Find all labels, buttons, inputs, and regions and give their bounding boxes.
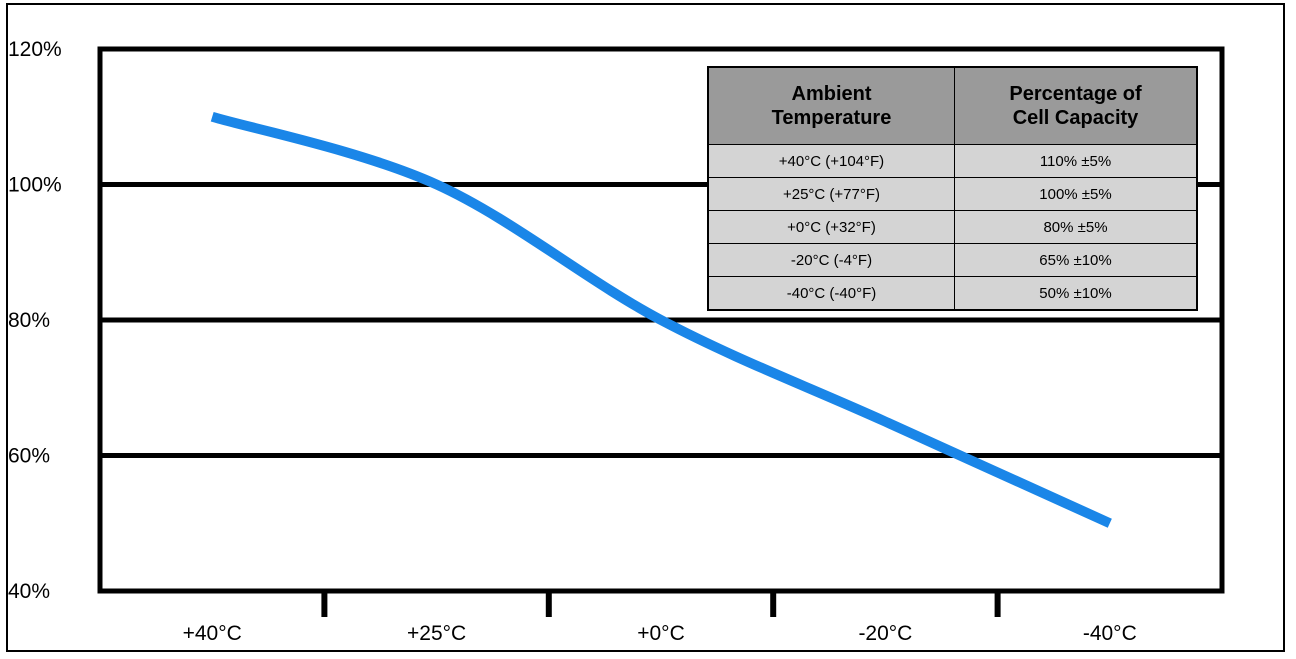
- table-header-ambient-temperature: Ambient Temperature: [707, 66, 955, 145]
- y-tick-label: 80%: [8, 309, 50, 332]
- capacity-cell: 65% ±10%: [954, 243, 1198, 277]
- capacity-cell: 110% ±5%: [954, 144, 1198, 178]
- table-row: +40°C (+104°F) 110% ±5%: [707, 144, 1198, 178]
- y-axis-ticks: 120% 100% 80% 60% 40%: [8, 38, 62, 603]
- capacity-cell: 80% ±5%: [954, 210, 1198, 244]
- temperature-cell: +0°C (+32°F): [707, 210, 955, 244]
- capacity-series-line: [210, 111, 1112, 528]
- header-line: Percentage of: [1009, 83, 1142, 105]
- x-tick-label: -40°C: [1083, 622, 1137, 645]
- temperature-cell: -20°C (-4°F): [707, 243, 955, 277]
- x-axis-ticks: +40°C +25°C +0°C -20°C -40°C: [183, 591, 1137, 645]
- x-tick-label: +0°C: [637, 622, 685, 645]
- header-line: Ambient: [791, 83, 872, 105]
- y-tick-label: 120%: [8, 38, 62, 61]
- temperature-cell: +40°C (+104°F): [707, 144, 955, 178]
- y-tick-label: 100%: [8, 174, 62, 197]
- temperature-cell: +25°C (+77°F): [707, 177, 955, 211]
- table-header-cell-capacity: Percentage of Cell Capacity: [954, 66, 1198, 145]
- x-tick-label: -20°C: [858, 622, 912, 645]
- chart-frame: [6, 3, 1285, 652]
- table-header-row: Ambient Temperature Percentage of Cell C…: [707, 66, 1198, 145]
- table-row: +25°C (+77°F) 100% ±5%: [707, 177, 1198, 211]
- y-tick-label: 60%: [8, 445, 50, 468]
- capacity-table: Ambient Temperature Percentage of Cell C…: [707, 66, 1198, 311]
- x-tick-label: +40°C: [183, 622, 242, 645]
- header-line: Cell Capacity: [1012, 107, 1139, 129]
- table-row: -40°C (-40°F) 50% ±10%: [707, 276, 1198, 311]
- y-tick-label: 40%: [8, 580, 50, 603]
- axes: [97, 46, 1225, 594]
- capacity-cell: 50% ±10%: [954, 276, 1198, 311]
- series-group: [210, 111, 1112, 528]
- table-row: -20°C (-4°F) 65% ±10%: [707, 243, 1198, 277]
- table-row: +0°C (+32°F) 80% ±5%: [707, 210, 1198, 244]
- capacity-cell: 100% ±5%: [954, 177, 1198, 211]
- temperature-cell: -40°C (-40°F): [707, 276, 955, 311]
- header-line: Temperature: [771, 107, 892, 129]
- x-tick-label: +25°C: [407, 622, 466, 645]
